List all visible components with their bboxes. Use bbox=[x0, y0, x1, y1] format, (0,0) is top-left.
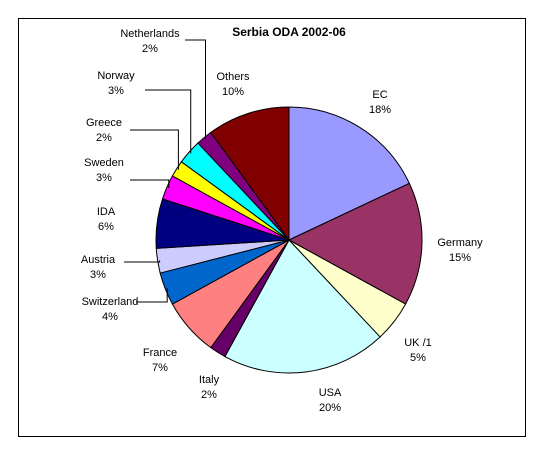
slice-label: France bbox=[143, 347, 177, 359]
slice-value-label: 2% bbox=[201, 389, 217, 401]
slice-value-label: 2% bbox=[96, 132, 112, 144]
slice-value-label: 3% bbox=[90, 269, 106, 281]
slice-value-label: 3% bbox=[96, 172, 112, 184]
slice-label: Italy bbox=[199, 374, 220, 386]
slice-value-label: 7% bbox=[152, 362, 168, 374]
slice-value-label: 4% bbox=[102, 311, 118, 323]
slice-value-label: 2% bbox=[142, 43, 158, 55]
slice-value-label: 10% bbox=[222, 86, 244, 98]
leader-line bbox=[136, 288, 168, 303]
slice-label: Austria bbox=[81, 254, 116, 266]
slice-label: IDA bbox=[97, 206, 116, 218]
slice-value-label: 6% bbox=[98, 221, 114, 233]
slice-label: Germany bbox=[437, 237, 483, 249]
slice-value-label: 15% bbox=[449, 252, 471, 264]
slice-label: Switzerland bbox=[82, 296, 139, 308]
slice-label: USA bbox=[319, 387, 342, 399]
slice-label: Netherlands bbox=[120, 28, 180, 40]
leader-line bbox=[185, 39, 206, 140]
pie-slice bbox=[210, 106, 290, 242]
slice-label: Greece bbox=[86, 117, 122, 129]
leader-line bbox=[124, 260, 161, 263]
leader-line bbox=[130, 179, 170, 188]
slice-value-label: 18% bbox=[369, 104, 391, 116]
slice-value-label: 3% bbox=[108, 85, 124, 97]
chart-title: Serbia ODA 2002-06 bbox=[232, 25, 346, 39]
slice-label: UK /1 bbox=[404, 337, 432, 349]
slice-value-label: 5% bbox=[410, 352, 426, 364]
leader-line bbox=[130, 129, 179, 170]
leader-line bbox=[145, 89, 192, 154]
slice-label: Sweden bbox=[84, 157, 124, 169]
pie-slice bbox=[287, 182, 423, 305]
slice-label: Norway bbox=[97, 70, 135, 82]
slice-value-label: 20% bbox=[319, 402, 341, 414]
pie-slice bbox=[224, 239, 381, 374]
slice-label: EC bbox=[372, 89, 387, 101]
pie-slice bbox=[288, 106, 411, 241]
slice-label: Others bbox=[216, 71, 250, 83]
